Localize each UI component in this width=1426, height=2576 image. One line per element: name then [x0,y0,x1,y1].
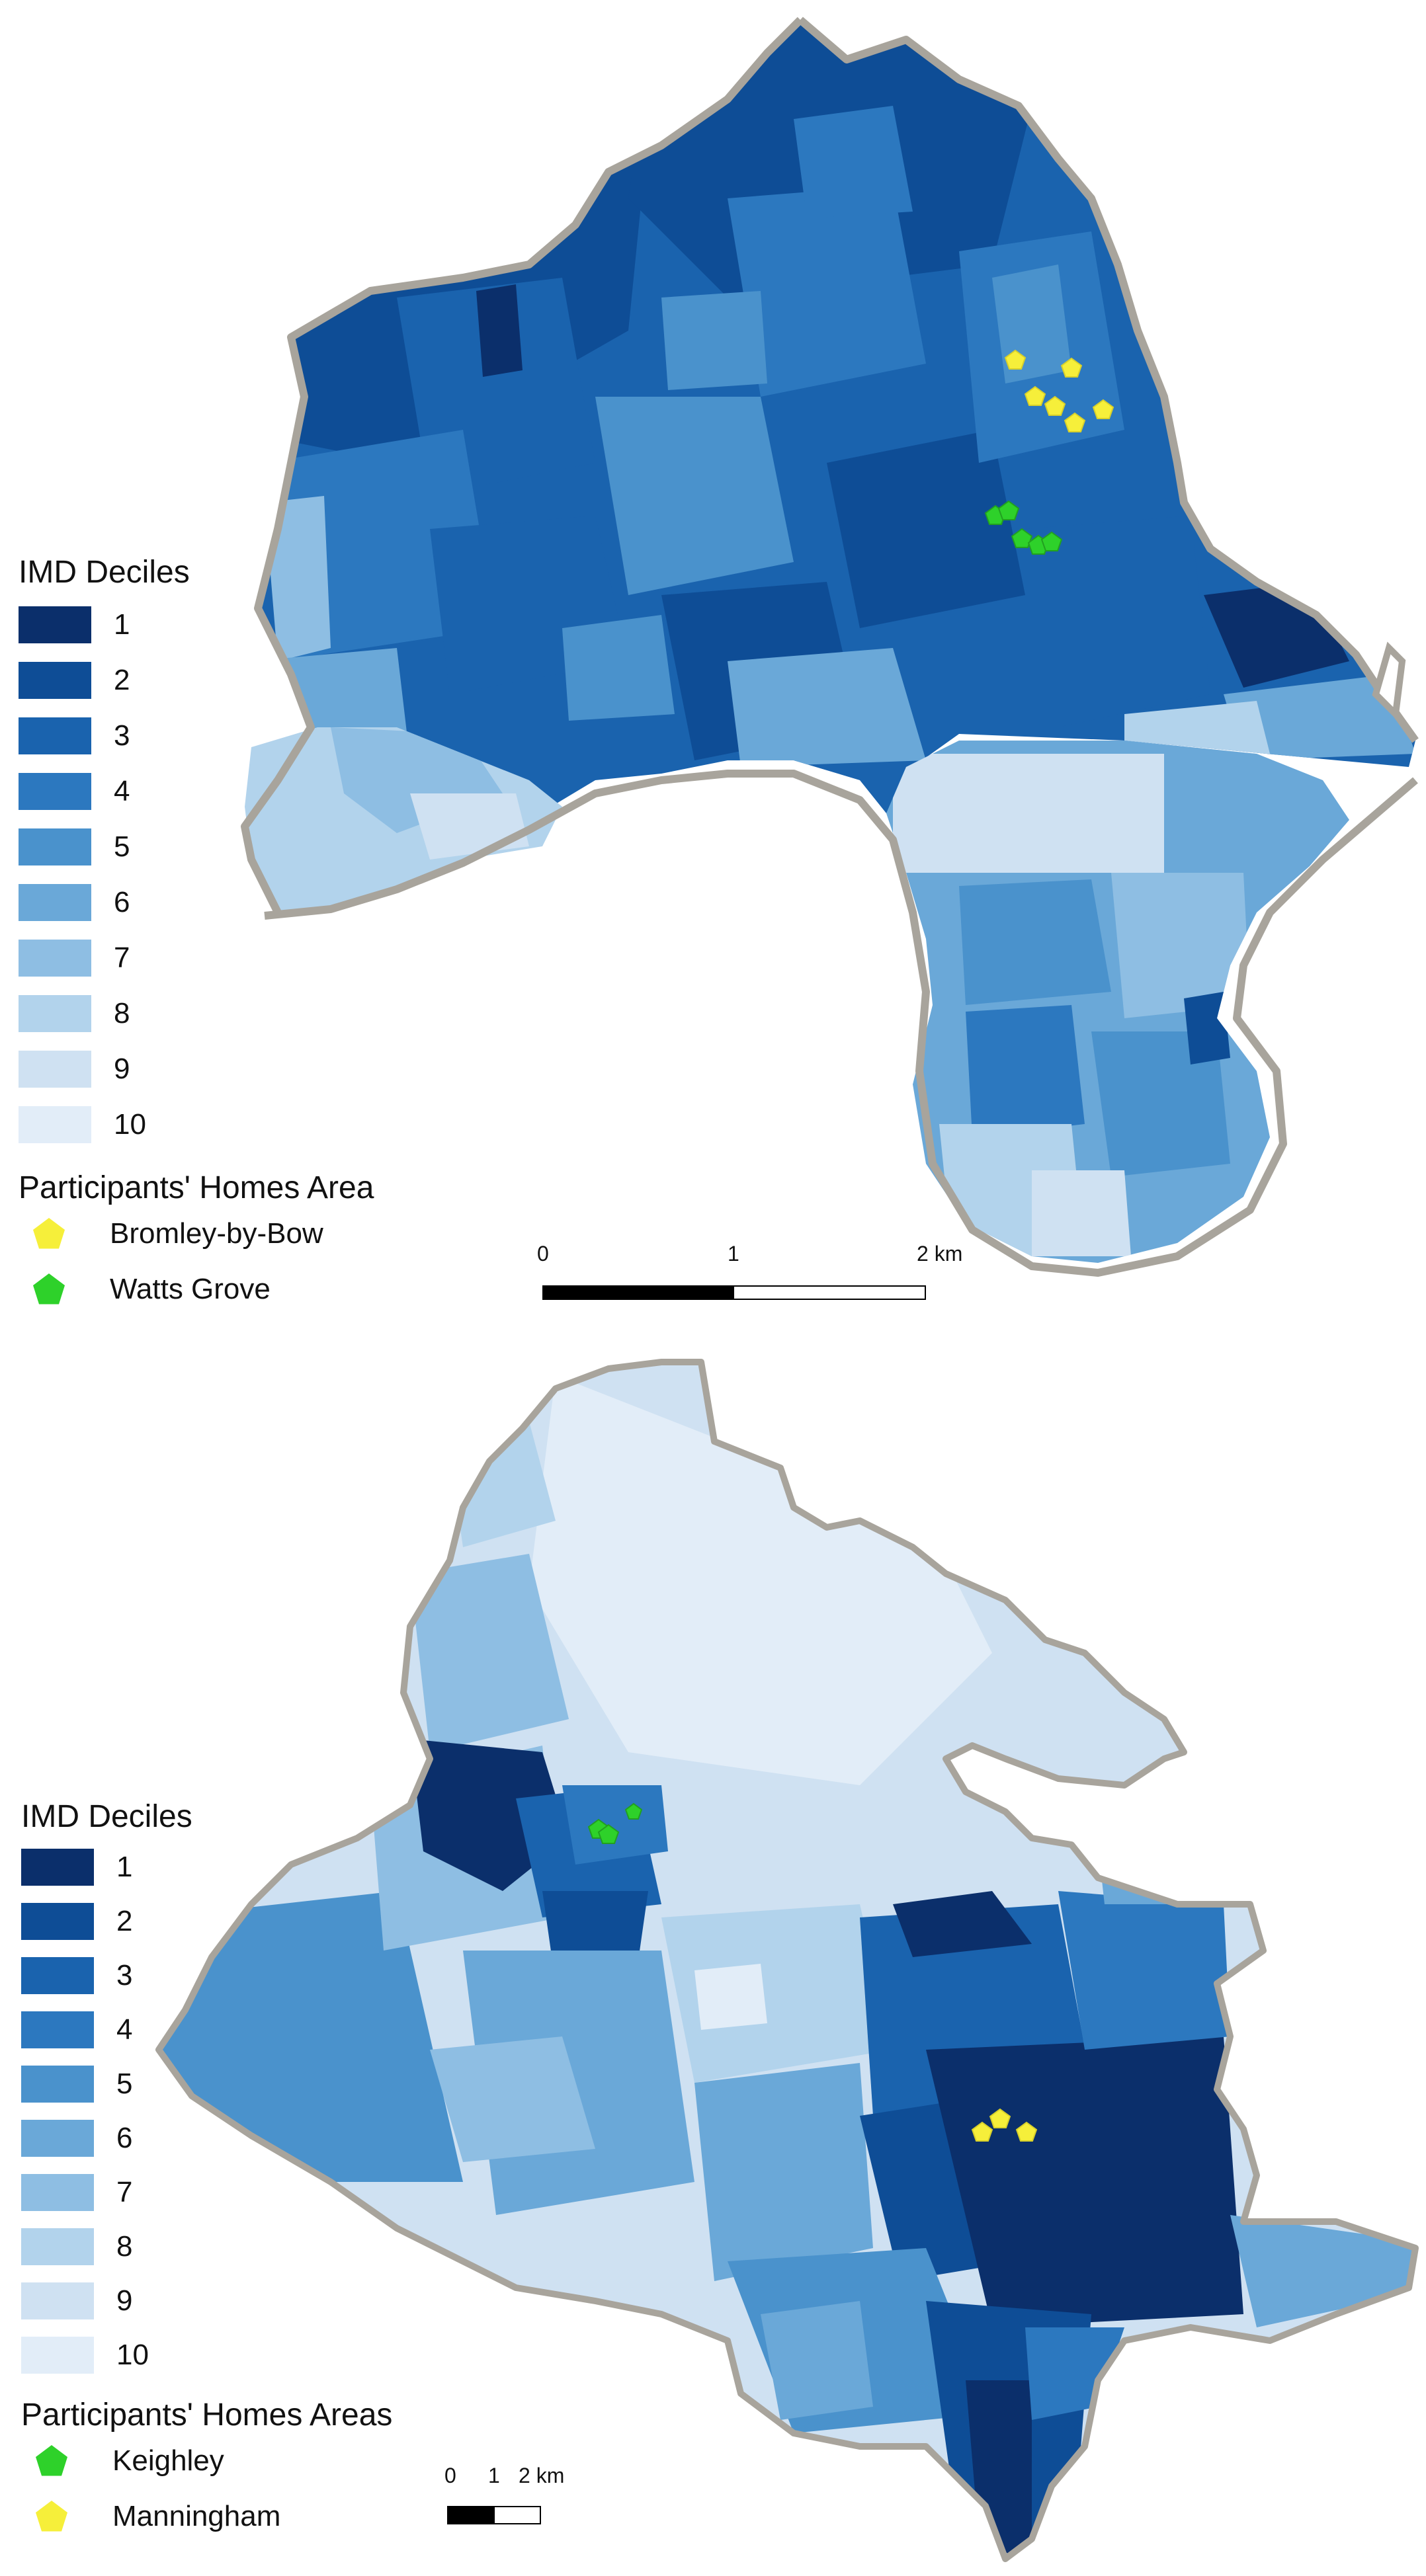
decile-label: 10 [116,2339,149,2371]
district-boundary [798,17,1419,743]
decile-row: 7 [19,930,374,986]
scale-label-2: 2 km [519,2464,565,2487]
decile-label: 8 [116,2230,133,2263]
decile-label: 3 [114,719,130,752]
bromley-by-bow-markers [1004,349,1114,432]
decile-label: 4 [116,2013,133,2046]
decile-row: 1 [19,597,374,653]
decile-label: 2 [116,1905,133,1937]
decile-swatch [21,2228,94,2265]
decile-swatch [19,773,91,810]
decile-swatch [21,2337,94,2374]
decile-swatch [19,606,91,643]
district-boundary [155,1359,1419,2562]
decile-swatch [19,662,91,699]
decile-swatch [21,2282,94,2319]
keighley-markers [587,1802,643,1844]
scale-label-2: 2 km [917,1242,963,1266]
decile-list: 1 2 3 4 5 6 7 8 9 10 [19,597,374,1152]
decile-label: 1 [114,608,130,641]
homes-title: Participants' Homes Areas [21,2397,393,2433]
decile-row: 5 [19,819,374,875]
decile-swatch [19,1106,91,1143]
map1-legend: IMD Deciles 1 2 3 4 5 6 7 8 9 10 Participants' Ho… [19,554,374,1317]
decile-row: 8 [21,2220,392,2274]
scale-label-0: 0 [444,2464,456,2487]
homes-row: Watts Grove [19,1262,374,1317]
decile-label: 9 [116,2284,133,2317]
homes-row: Bromley-by-Bow [19,1206,374,1262]
decile-swatch [19,884,91,921]
homes-label: Manningham [112,2500,281,2532]
homes-list: Bromley-by-Bow Watts Grove [19,1206,374,1317]
decile-row: 2 [19,653,374,708]
decile-swatch [19,717,91,754]
homes-label: Keighley [112,2444,224,2477]
decile-swatch [21,1903,94,1940]
decile-swatch [19,940,91,977]
decile-row: 9 [21,2274,392,2328]
map2-legend: IMD Deciles 1 2 3 4 5 6 7 8 9 10 Participants' Ho… [21,1798,392,2544]
decile-row: 7 [21,2165,392,2220]
decile-row: 2 [21,1894,392,1949]
decile-label: 6 [114,886,130,918]
green-pentagon-icon [36,2445,67,2476]
decile-label: 1 [116,1851,133,1883]
scale-label-0: 0 [537,1242,549,1266]
decile-label: 6 [116,2122,133,2154]
decile-swatch [21,2120,94,2157]
decile-row: 3 [19,708,374,764]
decile-row: 3 [21,1949,392,2003]
decile-label: 3 [116,1959,133,1992]
decile-swatch [19,828,91,865]
decile-swatch [21,1957,94,1994]
decile-label: 2 [114,664,130,696]
decile-row: 9 [19,1041,374,1097]
map-bradford [155,1359,1419,2562]
decile-label: 9 [114,1053,130,1085]
manningham-markers [971,2108,1038,2142]
scale-label-1: 1 [728,1242,739,1266]
homes-row: Manningham [21,2489,392,2544]
scale-label-1: 1 [488,2464,500,2487]
decile-label: 4 [114,775,130,807]
decile-swatch [21,2174,94,2211]
homes-title: Participants' Homes Area [19,1170,374,1205]
map-tower-hamlets [241,17,1419,1296]
decile-swatch [21,1849,94,1886]
watts-grove-markers [984,500,1063,555]
decile-list: 1 2 3 4 5 6 7 8 9 10 [21,1840,392,2382]
decile-swatch [19,995,91,1032]
decile-swatch [19,1051,91,1088]
decile-row: 6 [21,2111,392,2165]
homes-row: Keighley [21,2433,392,2489]
decile-label: 8 [114,997,130,1029]
legend-title: IMD Deciles [21,1799,192,1834]
decile-swatch [21,2011,94,2048]
homes-label: Watts Grove [110,1273,271,1305]
decile-label: 7 [116,2176,133,2208]
decile-label: 5 [114,830,130,863]
legend-title: IMD Deciles [19,555,190,590]
decile-row: 6 [19,875,374,930]
decile-row: 4 [19,764,374,819]
yellow-pentagon-icon [33,1218,65,1249]
decile-label: 5 [116,2068,133,2100]
decile-row: 1 [21,1840,392,1894]
decile-row: 5 [21,2057,392,2111]
yellow-pentagon-icon [36,2501,67,2532]
decile-row: 4 [21,2003,392,2057]
decile-row: 10 [19,1097,374,1152]
green-pentagon-icon [33,1273,65,1305]
decile-row: 10 [21,2328,392,2382]
homes-label: Bromley-by-Bow [110,1217,323,1250]
decile-swatch [21,2066,94,2103]
decile-label: 7 [114,942,130,974]
decile-row: 8 [19,986,374,1041]
decile-label: 10 [114,1108,146,1141]
homes-list: Keighley Manningham [21,2433,392,2544]
